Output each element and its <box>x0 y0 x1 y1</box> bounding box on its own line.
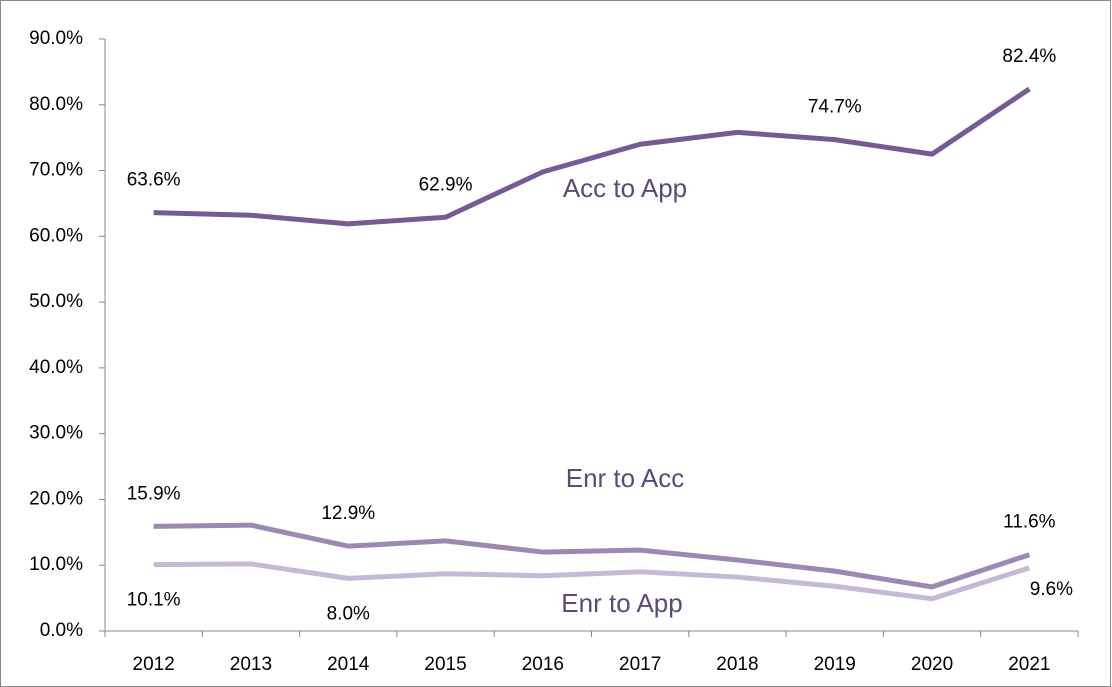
x-tick-label: 2019 <box>814 654 856 675</box>
data-label: 63.6% <box>127 170 181 191</box>
y-tick-label: 70.0% <box>29 160 83 181</box>
y-tick-label: 0.0% <box>40 620 83 641</box>
x-tick-label: 2014 <box>327 654 370 675</box>
series-line <box>153 86 1031 227</box>
data-label: 62.9% <box>419 174 473 195</box>
series-name: Enr to App <box>561 588 682 618</box>
series-line <box>153 561 1031 602</box>
x-tick-label: 2012 <box>133 654 175 675</box>
y-tick-label: 20.0% <box>29 488 83 509</box>
y-tick-label: 40.0% <box>29 357 83 378</box>
y-tick-label: 10.0% <box>29 554 83 575</box>
y-tick-label: 60.0% <box>29 225 83 246</box>
data-label: 74.7% <box>808 97 862 118</box>
x-tick-label: 2018 <box>716 654 758 675</box>
y-tick-label: 50.0% <box>29 291 83 312</box>
y-tick-label: 80.0% <box>29 94 83 115</box>
x-tick-label: 2016 <box>522 654 564 675</box>
data-label: 9.6% <box>1030 579 1073 600</box>
x-tick-label: 2015 <box>424 654 466 675</box>
series-name: Enr to Acc <box>566 463 685 493</box>
x-tick-label: 2021 <box>1008 654 1050 675</box>
y-tick-label: 90.0% <box>29 28 83 49</box>
y-tick-label: 30.0% <box>29 423 83 444</box>
series-name: Acc to App <box>563 173 687 203</box>
data-label: 10.1% <box>127 590 181 611</box>
data-label: 8.0% <box>327 603 370 624</box>
data-label: 15.9% <box>127 483 181 504</box>
data-label: 12.9% <box>321 503 375 524</box>
x-tick-label: 2017 <box>619 654 661 675</box>
data-label: 11.6% <box>1003 512 1056 533</box>
x-tick-label: 2020 <box>911 654 953 675</box>
x-tick-label: 2013 <box>230 654 272 675</box>
series-line <box>153 522 1031 590</box>
data-label: 82.4% <box>1002 46 1056 67</box>
